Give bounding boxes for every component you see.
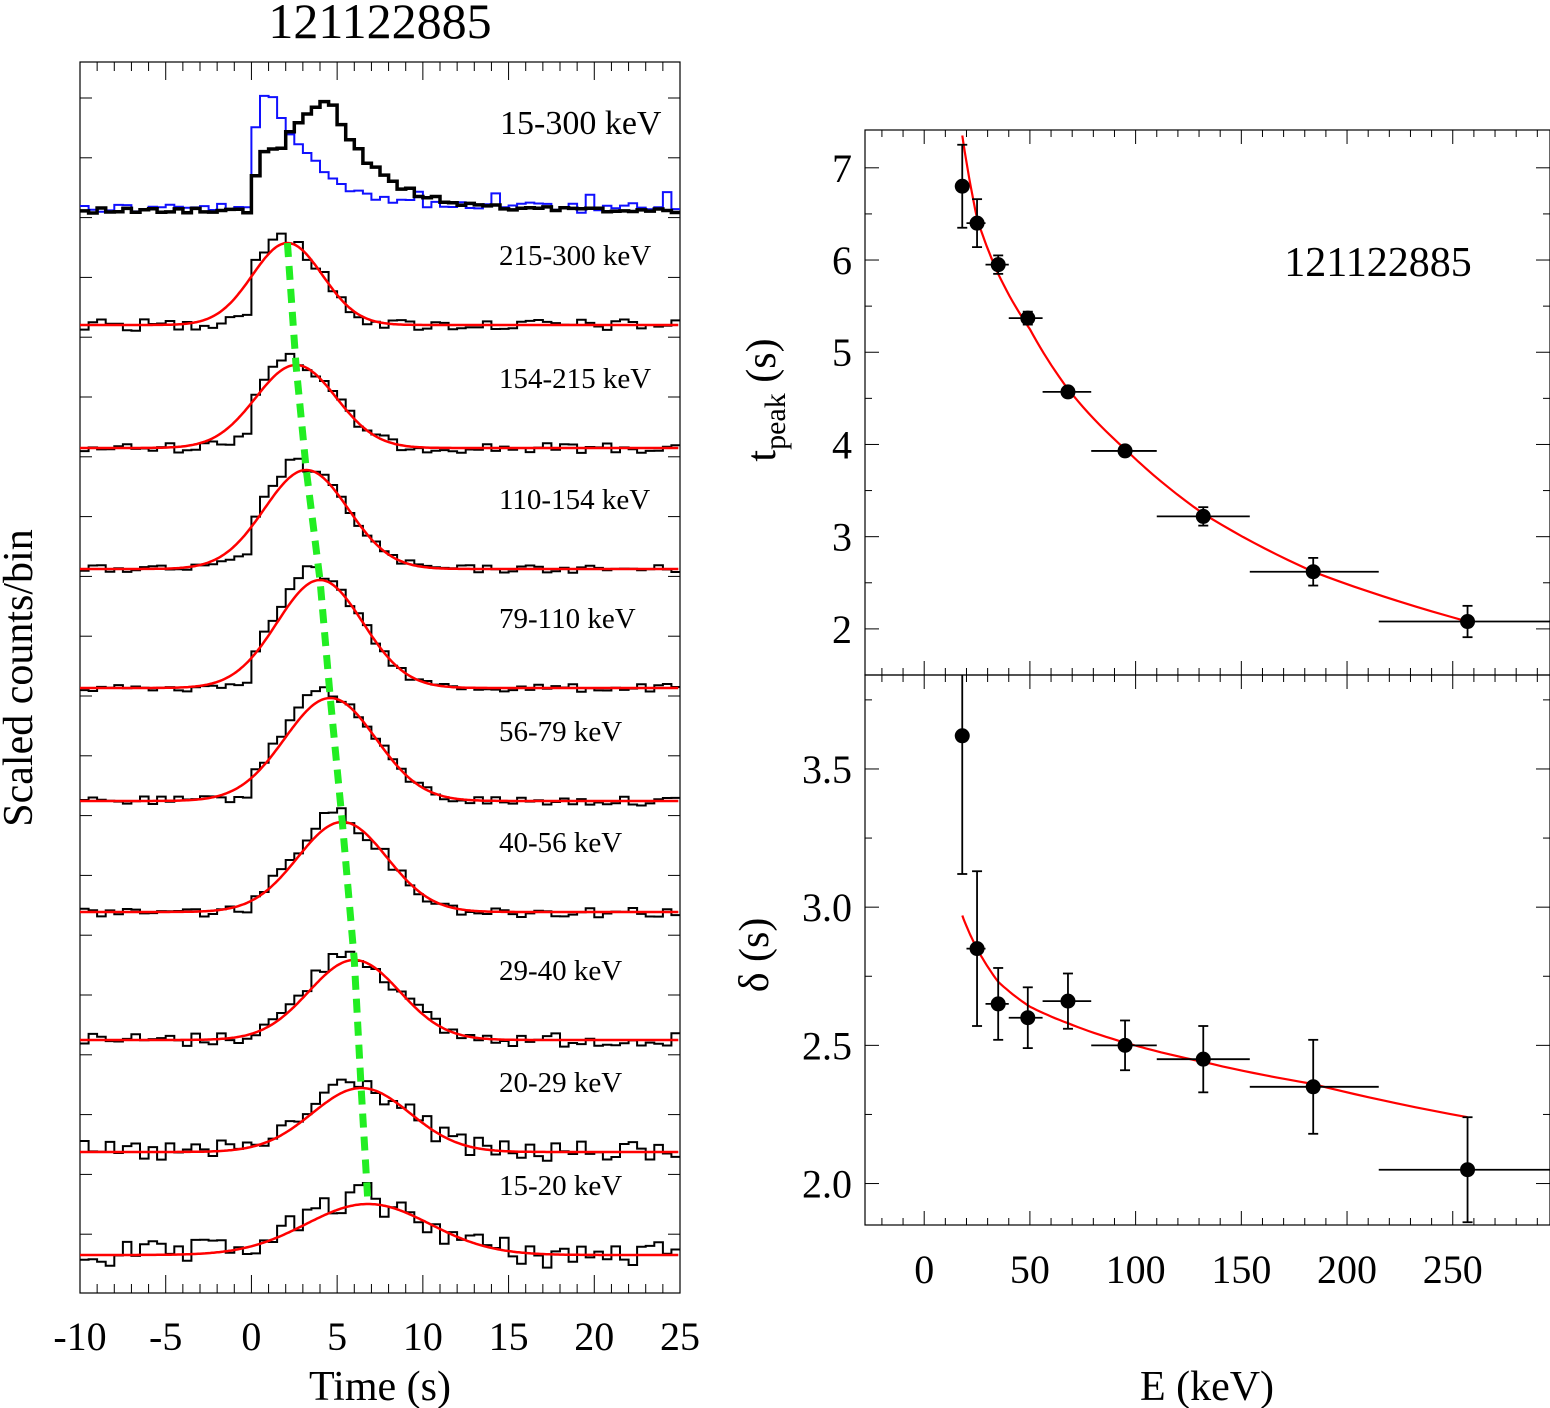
data-point — [969, 941, 985, 957]
right-panels-content: 2 3 4 5 6 7 2.0 2.5 3.0 3.5 0 50 100 150 200 250 — [802, 130, 1550, 1292]
tpeak-annotation: 121122885 — [1284, 240, 1471, 286]
y-tick-label: 4 — [832, 422, 852, 467]
band-label: 29-40 keV — [499, 955, 622, 987]
band-gaussian-fit — [80, 363, 679, 450]
data-point — [1117, 1037, 1133, 1053]
y-tick-label: 2.0 — [802, 1162, 852, 1207]
y-tick-label: 3.0 — [802, 885, 852, 930]
fit-curve — [961, 915, 1468, 1119]
delta-plot-frame — [864, 674, 1550, 1226]
data-point — [1060, 384, 1076, 400]
x-tick-label: 5 — [327, 1314, 347, 1359]
band-gaussian-fit — [80, 820, 679, 914]
x-tick-label: -5 — [149, 1314, 182, 1359]
y-tick-label: 2.5 — [802, 1023, 852, 1068]
band-label: 79-110 keV — [499, 603, 636, 635]
data-point — [1305, 1079, 1321, 1095]
band-gaussian-fit — [80, 468, 679, 571]
band-lightcurve — [80, 807, 680, 919]
band-gaussian-fit — [80, 241, 679, 327]
right-x-axis-label: E (keV) — [1140, 1364, 1274, 1408]
x-tick-label: 15 — [489, 1314, 529, 1359]
tpeak-plot-frame — [864, 129, 1550, 676]
x-tick-label: 20 — [574, 1314, 614, 1359]
left-band-labels: 15-300 keV 215-300 keV 154-215 keV 110-154 … — [499, 105, 662, 1202]
x-tick-label: 0 — [914, 1247, 934, 1292]
left-plot-frame — [79, 61, 681, 1294]
data-point — [1460, 614, 1476, 630]
band-label-total: 15-300 keV — [500, 105, 662, 142]
band-gaussian-fit — [80, 958, 679, 1042]
data-point — [1020, 310, 1036, 326]
band-lightcurve — [80, 950, 680, 1048]
x-tick-label: -10 — [53, 1314, 106, 1359]
tpeak-label-unit: (s) — [739, 338, 785, 393]
y-tick-label: 3 — [832, 515, 852, 560]
total-lightcurve-black — [80, 99, 680, 215]
x-tick-label: 0 — [241, 1314, 261, 1359]
x-tick-label: 200 — [1317, 1247, 1377, 1292]
band-label: 40-56 keV — [499, 827, 622, 859]
band-label: 110-154 keV — [499, 484, 650, 516]
band-lightcurve — [80, 1182, 680, 1269]
left-title: 121122885 — [268, 0, 491, 49]
data-point — [990, 257, 1006, 273]
data-point — [1195, 508, 1211, 524]
data-point — [1195, 1051, 1211, 1067]
delta-y-axis-label: δ (s) — [732, 918, 778, 993]
y-tick-label: 3.5 — [802, 747, 852, 792]
x-tick-label: 10 — [403, 1314, 443, 1359]
band-label: 56-79 keV — [499, 716, 622, 748]
data-point — [969, 215, 985, 231]
data-point — [954, 178, 970, 194]
total-lightcurve-blue — [80, 94, 680, 214]
data-point — [954, 728, 970, 744]
x-tick-label: 25 — [660, 1314, 700, 1359]
x-tick-label: 150 — [1211, 1247, 1271, 1292]
data-point — [1305, 564, 1321, 580]
y-tick-label: 6 — [832, 238, 852, 283]
band-label: 154-215 keV — [499, 363, 651, 395]
band-label: 20-29 keV — [499, 1067, 622, 1099]
y-tick-label: 2 — [832, 607, 852, 652]
left-y-axis-label: Scaled counts/bin — [0, 529, 42, 826]
y-tick-label: 5 — [832, 330, 852, 375]
left-light-curves — [80, 94, 680, 1269]
left-x-axis-label: Time (s) — [309, 1364, 451, 1408]
band-gaussian-fit — [80, 1086, 679, 1154]
data-point — [1020, 1010, 1036, 1026]
fit-curve — [961, 135, 1468, 623]
peak-time-trend-line — [283, 242, 372, 1205]
data-point — [1117, 443, 1133, 459]
data-point — [990, 996, 1006, 1012]
x-tick-label: 250 — [1423, 1247, 1483, 1292]
data-point — [1060, 993, 1076, 1009]
band-gaussian-fit — [80, 578, 679, 690]
band-gaussian-fit — [80, 1202, 679, 1257]
x-tick-label: 50 — [1010, 1247, 1050, 1292]
tpeak-y-axis-label: tpeak (s) — [739, 338, 792, 461]
left-axis-ticks: -10 -5 0 5 10 15 20 25 — [53, 62, 700, 1359]
band-label: 15-20 keV — [499, 1170, 622, 1202]
tpeak-label-main: t — [739, 450, 785, 462]
band-gaussian-fit — [80, 696, 679, 803]
band-lightcurve — [80, 352, 680, 454]
data-point — [1460, 1162, 1476, 1178]
y-tick-label: 7 — [832, 146, 852, 191]
band-label: 215-300 keV — [499, 240, 651, 272]
tpeak-label-sub: peak — [759, 393, 792, 450]
x-tick-label: 100 — [1106, 1247, 1166, 1292]
